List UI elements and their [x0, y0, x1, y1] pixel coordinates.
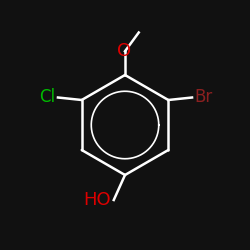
- Text: HO: HO: [84, 191, 111, 209]
- Text: Cl: Cl: [39, 88, 56, 106]
- Text: Br: Br: [194, 88, 213, 106]
- Text: O: O: [117, 42, 131, 60]
